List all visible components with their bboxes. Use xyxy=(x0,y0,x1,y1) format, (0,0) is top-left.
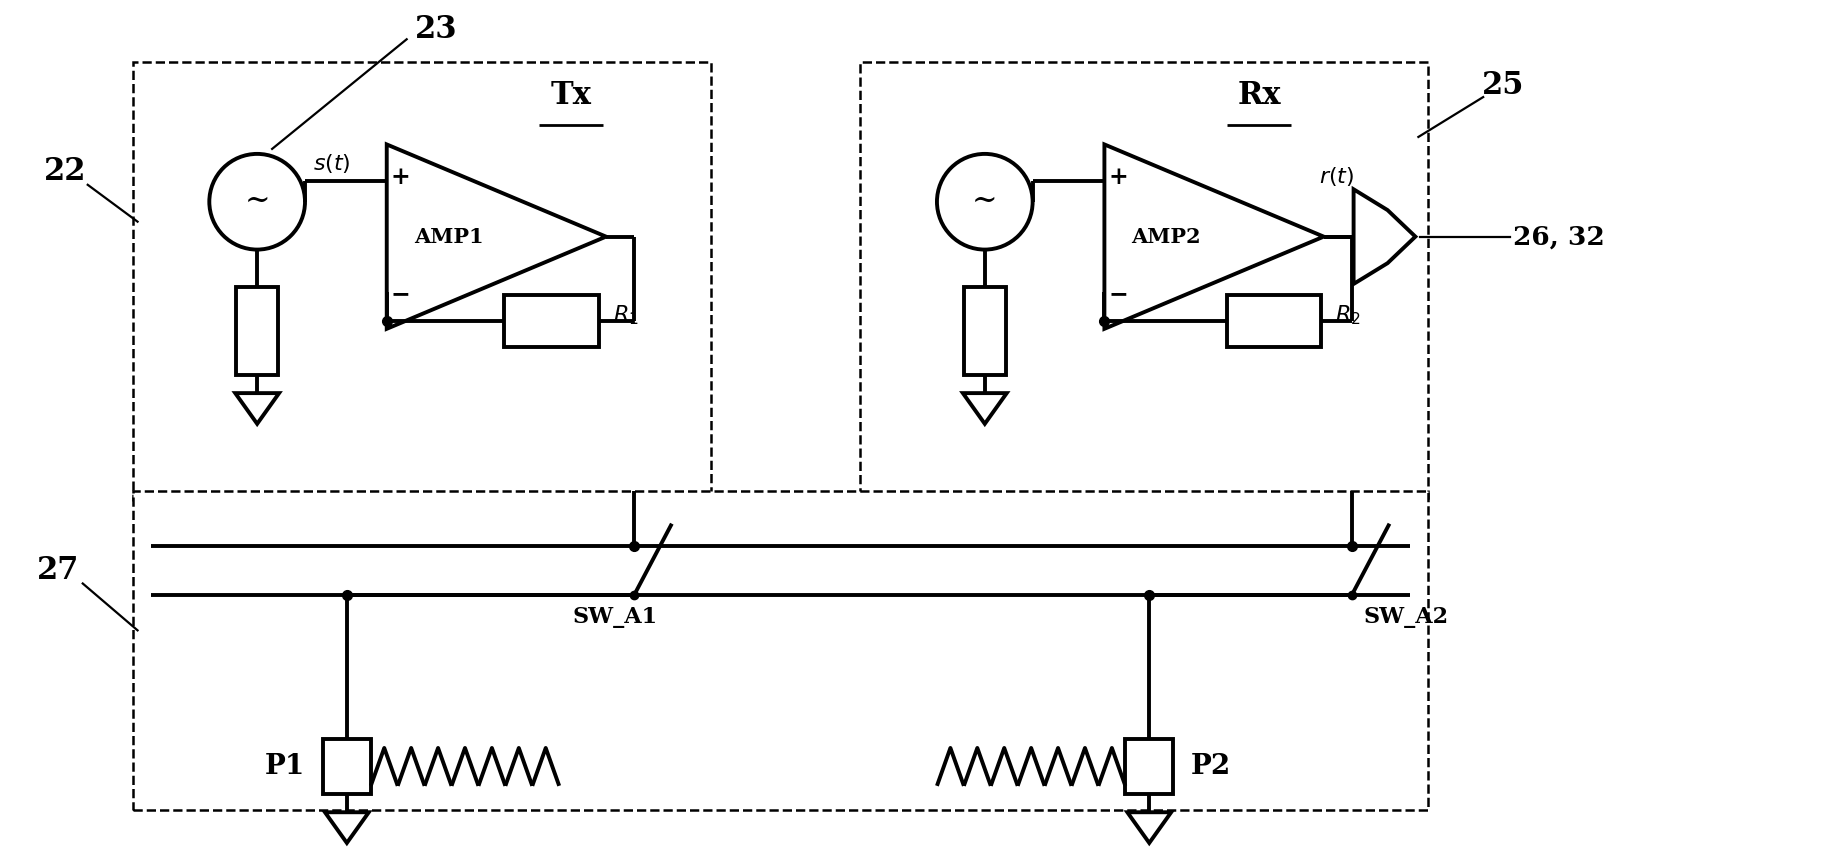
Text: $r(t)$: $r(t)$ xyxy=(1320,165,1355,188)
Polygon shape xyxy=(962,393,1006,424)
Bar xyxy=(133,62,711,501)
Text: AMP1: AMP1 xyxy=(413,227,483,247)
Bar xyxy=(1126,740,1174,794)
Text: P2: P2 xyxy=(1191,753,1231,781)
Circle shape xyxy=(936,154,1032,250)
Text: +: + xyxy=(1108,165,1128,189)
Text: 25: 25 xyxy=(1482,69,1524,101)
Polygon shape xyxy=(236,393,278,424)
Polygon shape xyxy=(324,812,369,843)
Text: −: − xyxy=(1108,282,1128,306)
Text: $s(t)$: $s(t)$ xyxy=(313,152,350,175)
Polygon shape xyxy=(387,145,606,329)
Bar xyxy=(133,490,1428,810)
Circle shape xyxy=(210,154,304,250)
Bar xyxy=(323,740,370,794)
Text: SW_A1: SW_A1 xyxy=(571,606,658,628)
Text: $R_2$: $R_2$ xyxy=(1334,304,1360,327)
Polygon shape xyxy=(1104,145,1323,329)
Text: ~: ~ xyxy=(245,187,269,217)
Text: AMP2: AMP2 xyxy=(1132,227,1202,247)
Bar xyxy=(1226,295,1321,348)
Text: P1: P1 xyxy=(265,753,304,781)
Text: −: − xyxy=(391,282,411,306)
Bar xyxy=(964,288,1006,375)
Polygon shape xyxy=(1128,812,1170,843)
Text: SW_A2: SW_A2 xyxy=(1364,606,1449,628)
Text: +: + xyxy=(391,165,411,189)
Text: Rx: Rx xyxy=(1237,80,1281,110)
Text: 23: 23 xyxy=(415,14,457,45)
Text: 27: 27 xyxy=(37,555,79,586)
Bar xyxy=(861,62,1428,501)
Text: 26, 32: 26, 32 xyxy=(1513,224,1605,249)
Text: 22: 22 xyxy=(44,157,87,187)
Bar xyxy=(236,288,278,375)
Text: $R_1$: $R_1$ xyxy=(612,304,638,327)
Bar xyxy=(503,295,599,348)
Text: Tx: Tx xyxy=(551,80,592,110)
Polygon shape xyxy=(1353,189,1415,284)
Text: ~: ~ xyxy=(971,187,997,217)
